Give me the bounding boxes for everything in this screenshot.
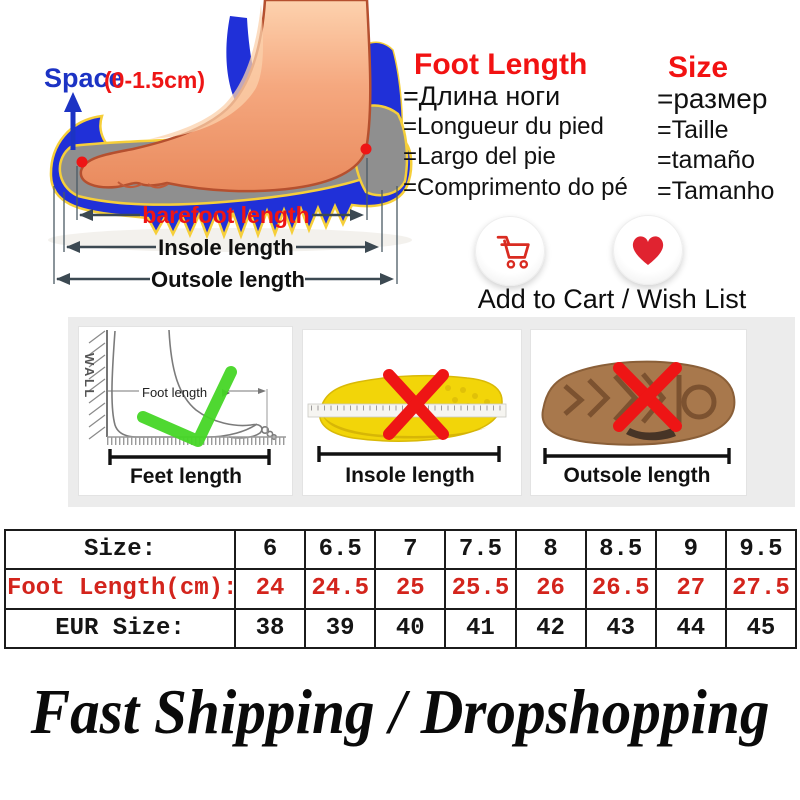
- size-conversion-table: Size: 6 6.5 7 7.5 8 8.5 9 9.5 Foot Lengt…: [4, 528, 798, 650]
- add-to-cart-button[interactable]: [475, 216, 545, 286]
- toe-point-dot: [76, 156, 88, 168]
- table-cell: 7: [374, 528, 447, 571]
- insole-length-bracket: [317, 446, 501, 462]
- guide-lines: [53, 158, 398, 284]
- size-title: Size: [668, 51, 729, 84]
- foot-length-title: Foot Length: [414, 48, 588, 81]
- foot-length-translation: =Longueur du pied: [403, 112, 604, 140]
- space-arrowhead: [64, 92, 82, 112]
- table-cell: 7.5: [444, 528, 517, 571]
- footer-tagline: Fast Shipping / Dropshopping: [30, 677, 770, 747]
- insole-sketch: Insole length: [307, 369, 507, 487]
- foot-length-translation: =Длина ноги: [403, 81, 561, 111]
- table-cell: 9: [654, 528, 727, 571]
- table-cell: 42: [514, 607, 587, 650]
- cross-icon: [383, 369, 449, 440]
- actions-caption: Add to Cart / Wish List: [477, 284, 747, 314]
- table-cell: 39: [304, 607, 377, 650]
- space-range-label: (0-1.5cm): [104, 67, 205, 93]
- dimension-arrows: [57, 213, 381, 281]
- inner-dim-label: Foot length: [142, 385, 207, 400]
- foot-shape: [79, 0, 372, 193]
- yellow-insole-shade: [323, 416, 488, 439]
- foot-measure-diagram: Space (0-1.5cm) barefoot length Insole l…: [44, 0, 413, 292]
- wall-hatch: [88, 330, 106, 440]
- table-cell: 24: [233, 568, 307, 610]
- howto-panel-feet-length: WALL Foot length: [79, 327, 292, 495]
- foot-length-translation: =Largo del pie: [403, 143, 556, 170]
- table-cell: 27: [654, 568, 727, 610]
- table-row-foot-length: Foot Length(cm): 24 24.5 25 25.5 26 26.5…: [4, 568, 798, 610]
- table-cell: 26.5: [584, 568, 657, 610]
- size-translation: =Tamanho: [657, 176, 775, 205]
- table-cell: 25: [374, 568, 447, 610]
- table-cell: 24.5: [304, 568, 377, 610]
- toe-crease-1: [117, 181, 143, 188]
- table-cell: 43: [584, 607, 657, 650]
- table-cell: 40: [374, 607, 447, 650]
- row-label: Size:: [4, 528, 236, 571]
- table-cell: 8.5: [584, 528, 657, 571]
- space-label: Space: [44, 63, 124, 93]
- howto-panel-outsole-length: Outsole length: [531, 330, 746, 495]
- heel-point-dot: [360, 143, 372, 155]
- cross-icon: [613, 362, 682, 432]
- insole-length-caption: Insole length: [345, 464, 475, 487]
- heart-icon: [632, 236, 664, 265]
- toe-crease-2: [147, 183, 169, 189]
- table-cell: 26: [514, 568, 587, 610]
- size-translation: =размер: [657, 83, 768, 114]
- inner-dim-arrowhead: [258, 388, 266, 394]
- check-icon: [137, 366, 237, 447]
- table-cell: 8: [514, 528, 587, 571]
- size-translation: =Taille: [657, 115, 729, 144]
- table-cell: 38: [233, 607, 307, 650]
- insole-texture: [445, 385, 490, 409]
- table-cell: 25.5: [444, 568, 517, 610]
- barefoot-length-label: barefoot length: [142, 202, 309, 228]
- outsole-length-label: Outsole length: [151, 267, 305, 292]
- outsole-notch: [626, 428, 676, 441]
- table-cell: 45: [724, 607, 798, 650]
- table-row-eur-size: EUR Size: 38 39 40 41 42 43 44 45: [4, 607, 798, 650]
- feet-length-sketch: WALL Foot length: [82, 329, 286, 488]
- table-cell: 44: [654, 607, 727, 650]
- feet-length-caption: Feet length: [130, 465, 242, 488]
- table-cell: 6.5: [304, 528, 377, 571]
- size-translation: =tamaño: [657, 146, 755, 174]
- howto-panel-insole-length: Insole length: [303, 330, 521, 495]
- outsole-treads: [563, 372, 717, 429]
- row-label: EUR Size:: [4, 607, 236, 650]
- feet-length-bracket: [108, 449, 271, 465]
- table-cell: 27.5: [724, 568, 798, 610]
- table-cell: 6: [233, 528, 307, 571]
- outsole-length-bracket: [543, 448, 731, 464]
- outsole-length-caption: Outsole length: [564, 464, 711, 487]
- foot-length-block: Foot Length =Длина ноги =Longueur du pie…: [403, 49, 628, 203]
- foot-highlight: [150, 4, 264, 139]
- outsole-sketch: Outsole length: [541, 360, 736, 487]
- table-cell: 9.5: [724, 528, 798, 571]
- table-row-size: Size: 6 6.5 7 7.5 8 8.5 9 9.5: [4, 528, 798, 571]
- foot-length-translation: =Comprimento do pé: [403, 173, 628, 201]
- table-cell: 41: [444, 607, 517, 650]
- wall-label: WALL: [82, 353, 97, 400]
- size-block: Size =размер =Taille =tamaño =Tamanho: [657, 52, 774, 206]
- shopping-cart-icon: [496, 235, 530, 269]
- row-label: Foot Length(cm):: [4, 568, 236, 610]
- wish-list-button[interactable]: [613, 215, 683, 285]
- insole-length-label: Insole length: [158, 235, 294, 260]
- dimension-arrowheads: [56, 209, 394, 285]
